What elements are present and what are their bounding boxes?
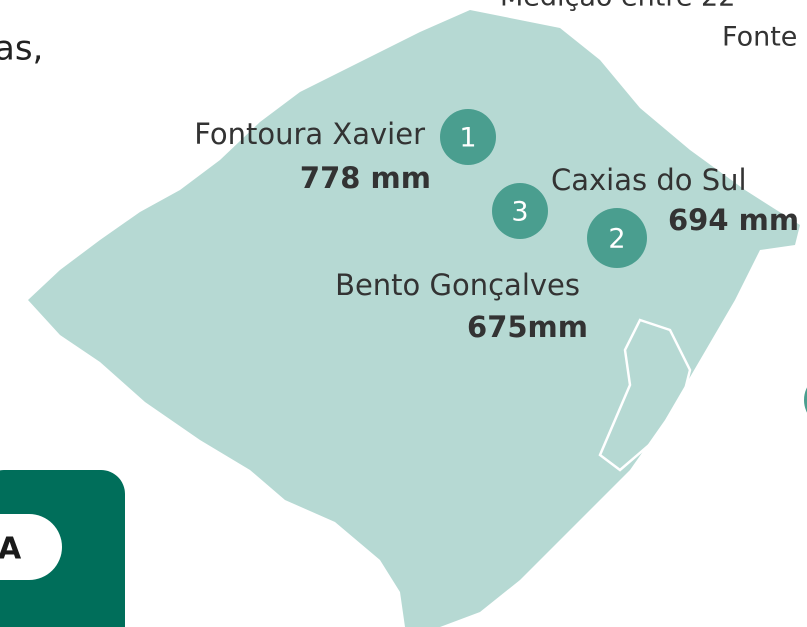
marker-3 [492, 183, 548, 239]
city-amount: 675mm [467, 310, 588, 344]
marker-2 [587, 208, 647, 268]
intro-text: as, [0, 29, 43, 69]
state-map [28, 10, 800, 627]
city-name: Fontoura Xavier [194, 117, 425, 151]
city-amount: 694 mm [668, 203, 799, 237]
lagoon-outline [598, 318, 692, 472]
marker-1 [440, 109, 496, 165]
badge-pill [0, 514, 62, 580]
badge-box [0, 470, 125, 627]
marker-number: 2 [608, 224, 625, 255]
header-line2: Fonte [722, 22, 797, 53]
city-name: Bento Gonçalves [335, 268, 580, 302]
city-name: Caxias do Sul [551, 163, 747, 197]
city-amount: 778 mm [300, 161, 431, 195]
marker-number: 1 [459, 123, 476, 154]
header-line1: Medição entre 22 [500, 0, 735, 13]
marker-number: 3 [511, 197, 528, 228]
badge-text: A [0, 532, 22, 567]
marker-partial [804, 387, 807, 413]
